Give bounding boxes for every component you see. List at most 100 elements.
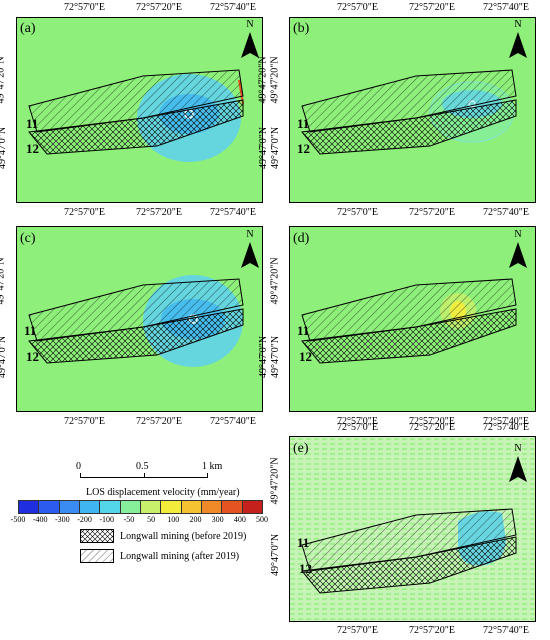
colorbar-tick: 500: [256, 515, 268, 524]
lon-tick-0: 72°57'0"E: [64, 2, 105, 13]
lat-tick-right-1: 49°47'0"N: [258, 335, 270, 379]
lon-tick-1: 72°57'20"E: [136, 2, 182, 13]
lon-tick-2: 72°57'40"E: [483, 2, 529, 13]
lat-tick-1: 49°47'0"N: [0, 335, 9, 379]
colorbar-segment: [140, 500, 162, 514]
lat-tick-0: 49°47'20"N: [257, 56, 269, 104]
lon-tick-bottom-1: 72°57'20"E: [409, 416, 455, 427]
lon-tick-bottom-0: 72°57'0"E: [337, 625, 378, 636]
map-frame-d: [289, 226, 536, 412]
colorbar-tick: -300: [55, 515, 70, 524]
colorbar-tick: 200: [189, 515, 202, 524]
map-frame-c: [16, 226, 263, 412]
colorbar-segment: [221, 500, 243, 514]
colorbar-segment: [119, 500, 141, 514]
map-svg-c: [28, 275, 244, 367]
lon-tick-bottom-1: 72°57'20"E: [136, 416, 182, 427]
lon-tick-bottom-2: 72°57'40"E: [210, 416, 256, 427]
map-frame-b: [289, 17, 536, 203]
lon-tick-0: 72°57'0"E: [337, 422, 378, 433]
north-arrow-icon: N: [239, 20, 261, 62]
panel-label-c: (c): [20, 231, 36, 246]
mine-label-12: 12: [299, 349, 312, 364]
lon-tick-1: 72°57'20"E: [409, 422, 455, 433]
lat-tick-1: 49°47'0"N: [270, 533, 282, 577]
lat-tick-0: 49°47'20"N: [269, 457, 281, 505]
colorbar-tick: -200: [77, 515, 92, 524]
lat-tick-1: 49°47'0"N: [270, 335, 282, 379]
map-svg-e: [290, 437, 535, 621]
lat-tick-1: 49°47'0"N: [0, 126, 9, 170]
colorbar-tick: 300: [211, 515, 224, 524]
colorbar: [18, 500, 263, 514]
north-arrow-icon: N: [507, 230, 529, 272]
colorbar-tick: -100: [99, 515, 115, 524]
mine-label-11: 11: [24, 323, 37, 338]
colorbar-segment: [38, 500, 60, 514]
mine-label-12: 12: [299, 561, 312, 576]
colorbar-segment: [160, 500, 182, 514]
lat-tick-0: 49°47'20"N: [269, 56, 281, 104]
colorbar-tick: -50: [123, 515, 135, 524]
map-frame-a: [16, 17, 263, 203]
colorbar-tick: 50: [147, 515, 156, 524]
legend: 0 0.5 1 km LOS displacement velocity (mm…: [0, 420, 280, 640]
legend-label-after: Longwall mining (after 2019): [120, 551, 240, 562]
map-frame-e: [289, 436, 536, 622]
lon-tick-bottom-2: 72°57'40"E: [483, 416, 529, 427]
colorbar-segment: [79, 500, 101, 514]
lon-tick-bottom-0: 72°57'0"E: [64, 207, 105, 218]
colorbar-tick: 400: [233, 515, 246, 524]
scalebar-tick-2: 1 km: [202, 461, 223, 472]
lat-tick-right-1: 49°47'0"N: [258, 126, 270, 170]
lon-tick-bottom-1: 72°57'20"E: [409, 625, 455, 636]
colorbar-segment: [18, 500, 40, 514]
lat-tick-1: 49°47'0"N: [270, 126, 282, 170]
colorbar-title: LOS displacement velocity (mm/year): [86, 487, 240, 498]
scalebar-tick-0: 0: [76, 461, 81, 472]
panel-label-e: (e): [293, 441, 309, 456]
mine-label-11: 11: [297, 323, 310, 338]
north-arrow-icon: N: [507, 20, 529, 62]
mine-label-11: 11: [26, 116, 39, 131]
lon-tick-2: 72°57'40"E: [210, 2, 256, 13]
lon-tick-2: 72°57'40"E: [483, 422, 529, 433]
mine-label-12: 12: [297, 141, 310, 156]
crosshatch-swatch-icon: [80, 529, 114, 543]
lon-tick-bottom-2: 72°57'40"E: [483, 207, 529, 218]
map-svg-a: [28, 69, 244, 162]
mine-label-11: 11: [297, 116, 310, 131]
north-arrow-icon: N: [507, 444, 529, 486]
lon-tick-bottom-0: 72°57'0"E: [64, 416, 105, 427]
colorbar-segment: [201, 500, 223, 514]
map-svg-d: [301, 278, 517, 364]
colorbar-tick: -500: [10, 515, 26, 524]
map-svg-b: [301, 69, 517, 155]
colorbar-tick: -400: [32, 515, 48, 524]
hatch-swatch-icon: [80, 549, 114, 563]
lon-tick-bottom-0: 72°57'0"E: [337, 207, 378, 218]
north-arrow-icon: N: [239, 230, 261, 272]
panel-label-d: (d): [293, 231, 310, 246]
mine-label-12: 12: [26, 349, 39, 364]
lon-tick-bottom-2: 72°57'40"E: [483, 625, 529, 636]
lon-tick-bottom-2: 72°57'40"E: [210, 207, 256, 218]
legend-item-before: Longwall mining (before 2019): [80, 528, 280, 544]
legend-label-before: Longwall mining (before 2019): [120, 531, 247, 542]
scalebar: 0 0.5 1 km: [76, 461, 222, 482]
colorbar-segment: [241, 500, 263, 514]
colorbar-tick: 100: [167, 515, 180, 524]
mine-label-12: 12: [26, 141, 39, 156]
colorbar-segment: [58, 500, 80, 514]
panel-label-a: (a): [20, 21, 36, 36]
lon-tick-1: 72°57'20"E: [409, 2, 455, 13]
colorbar-ticks: -500 -400 -300 -200 -100 -50 50 100 200 300 400 500: [11, 515, 268, 526]
mine-label-11: 11: [297, 535, 310, 550]
lon-tick-bottom-1: 72°57'20"E: [136, 207, 182, 218]
lat-tick-0: 49°47'20"N: [269, 257, 281, 305]
lon-tick-bottom-1: 72°57'20"E: [409, 207, 455, 218]
colorbar-segment: [180, 500, 202, 514]
lon-tick-0: 72°57'0"E: [337, 2, 378, 13]
panel-label-b: (b): [293, 21, 310, 36]
lat-tick-right-0: 49°47'20"N: [0, 56, 7, 104]
